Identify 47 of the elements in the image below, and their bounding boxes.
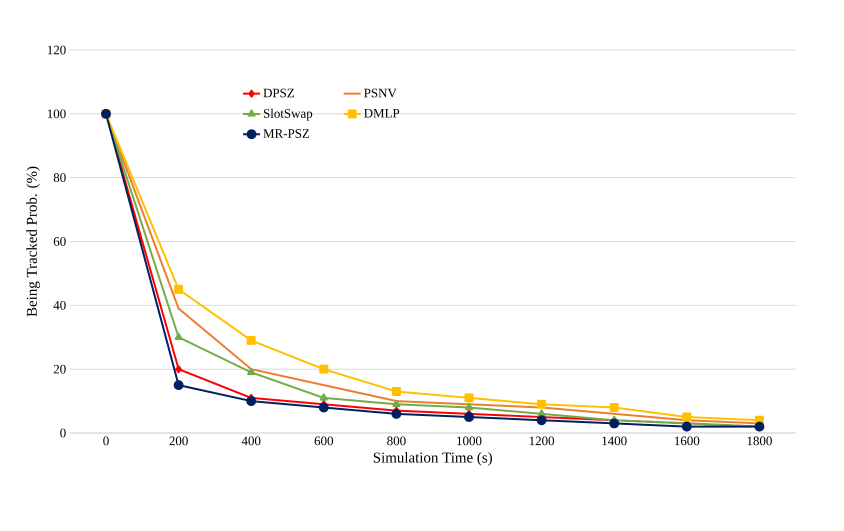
x-tick-label: 200	[169, 436, 188, 446]
y-tick-label: 40	[53, 300, 66, 310]
point	[464, 393, 474, 402]
legend-label: MR-PSZ	[263, 129, 310, 138]
x-tick-label: 1000	[457, 436, 482, 446]
y-tick-label: 100	[48, 109, 66, 118]
x-tick-label: 400	[242, 436, 260, 446]
point	[247, 368, 256, 376]
point	[174, 284, 184, 294]
x-tick-label: 0	[103, 436, 109, 446]
point	[536, 415, 547, 426]
y-tick-label: 0	[60, 428, 66, 438]
x-tick-label: 600	[314, 436, 334, 446]
y-axis-title: Being Tracked Prob. (%)	[26, 166, 40, 317]
point	[392, 387, 401, 396]
point	[610, 402, 619, 412]
x-tick-label: 1400	[602, 436, 627, 446]
point	[682, 412, 692, 422]
point	[319, 364, 328, 374]
y-tick-label: 20	[54, 364, 66, 374]
point	[392, 400, 400, 408]
point	[538, 409, 546, 417]
point	[464, 402, 474, 410]
point	[537, 400, 546, 409]
point	[391, 408, 402, 419]
y-tick-label: 80	[54, 173, 66, 182]
point	[174, 332, 183, 340]
point	[175, 365, 182, 374]
legend-label: SlotSwap	[264, 108, 312, 120]
point	[246, 336, 256, 345]
point	[174, 380, 184, 390]
legend-label: DMLP	[364, 108, 400, 118]
x-axis-title: Simulation Time (s)	[374, 452, 492, 466]
y-tick-label: 120	[48, 46, 66, 54]
legend-label: PSNV	[364, 88, 397, 98]
point	[318, 402, 329, 412]
x-tick-label: 800	[387, 436, 406, 446]
y-tick-label: 60	[54, 237, 66, 246]
point	[682, 422, 692, 432]
point	[609, 418, 620, 428]
x-tick-label: 1200	[530, 436, 554, 446]
point	[464, 412, 474, 422]
legend-label: DPSZ	[263, 88, 294, 98]
x-tick-label: 1600	[675, 436, 700, 446]
point	[246, 396, 256, 406]
point	[320, 393, 328, 401]
x-tick-label: 1800	[748, 436, 772, 446]
